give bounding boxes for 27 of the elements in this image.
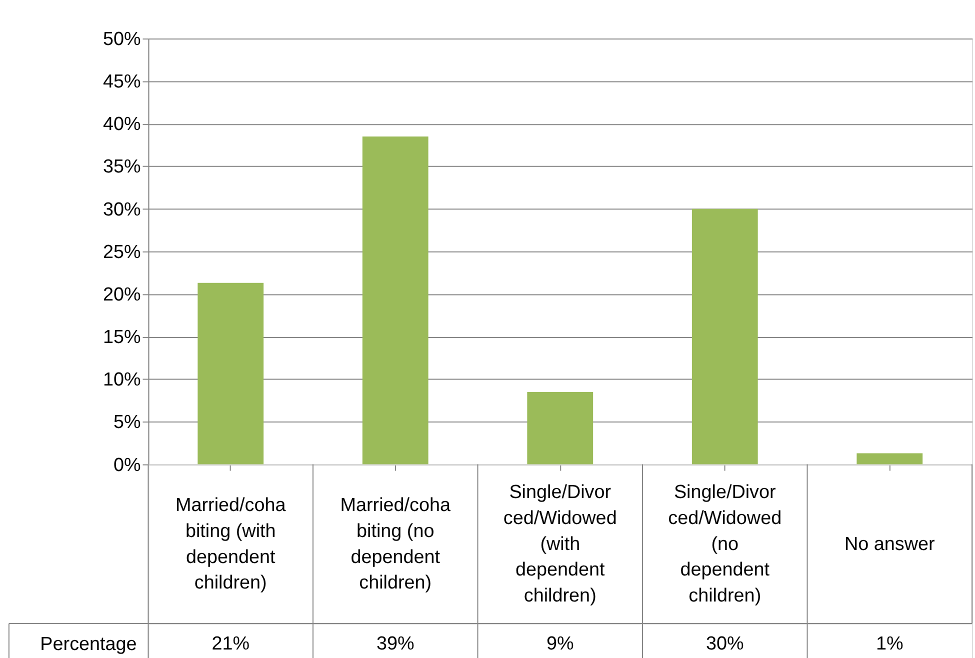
x-tick-label: Married/cohabiting (with dependent children) bbox=[175, 495, 286, 594]
x-tick-label: Single/Divorced/Widowed (no dependent children) bbox=[668, 482, 782, 607]
y-tick-label: 30% bbox=[102, 199, 141, 220]
bar bbox=[198, 282, 264, 464]
data-label: 30% bbox=[706, 633, 744, 654]
y-tick-label: 15% bbox=[102, 327, 141, 348]
bar bbox=[527, 392, 594, 464]
x-tick-label: No answer bbox=[844, 534, 935, 555]
data-label: 1% bbox=[876, 633, 904, 654]
y-tick-label: 5% bbox=[113, 412, 141, 434]
bar bbox=[362, 136, 428, 464]
bar bbox=[692, 208, 758, 464]
y-tick-label: 20% bbox=[102, 284, 141, 306]
bar bbox=[856, 453, 923, 464]
data-label: 21% bbox=[212, 633, 250, 654]
y-tick-label: 10% bbox=[102, 370, 141, 391]
y-tick-label: 0% bbox=[113, 454, 141, 476]
y-tick-label: 35% bbox=[102, 156, 141, 178]
y-tick-label: 40% bbox=[102, 114, 141, 136]
x-tick-label: Single/Divorced/Widowed (with dependent children) bbox=[503, 482, 617, 607]
data-label: 39% bbox=[376, 633, 414, 654]
text: Percentage bbox=[40, 634, 137, 655]
x-tick-label: Married/cohabiting (no dependent children) bbox=[340, 495, 451, 594]
y-tick-label: 45% bbox=[102, 72, 141, 93]
data-label: 9% bbox=[546, 633, 574, 654]
y-tick-label: 25% bbox=[102, 242, 141, 263]
y-tick-label: 50% bbox=[102, 28, 141, 50]
